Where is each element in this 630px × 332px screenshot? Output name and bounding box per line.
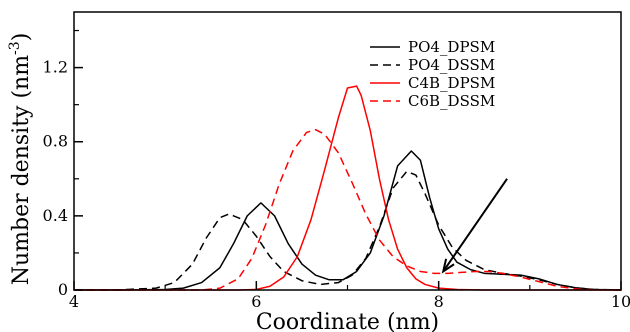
annotation-group — [441, 178, 508, 274]
y-axis-label-main: Number density (nm — [9, 55, 34, 286]
series-line-4 — [74, 128, 622, 291]
y-axis-label-close: ) — [9, 33, 34, 42]
curves-group — [73, 85, 622, 291]
legend-label-2: PO4_DSSM — [408, 56, 495, 74]
legend-label-1: PO4_DPSM — [408, 38, 495, 56]
legend-label-3: C4B_DPSM — [408, 74, 495, 92]
annotation-arrow-head — [441, 258, 455, 274]
x-tick-label: 6 — [251, 292, 261, 311]
x-axis-label: Coordinate (nm) — [256, 310, 439, 332]
y-tick-label: 1.2 — [43, 58, 68, 77]
axis-ticks-group: 4 6 8 10 0 0.4 0.8 1.2 — [43, 29, 630, 311]
legend-label-4: C6B_DSSM — [408, 92, 495, 110]
x-tick-label: 8 — [434, 292, 444, 311]
annotation-arrow-shaft — [442, 178, 508, 273]
x-tick-label: 4 — [69, 292, 79, 311]
y-tick-label: 0 — [58, 280, 68, 299]
y-tick-label: 0.4 — [43, 206, 68, 225]
y-axis-label-exponent: -3 — [7, 41, 23, 55]
plot-frame — [73, 11, 622, 291]
series-line-3 — [74, 85, 621, 291]
series-line-2 — [73, 170, 622, 291]
y-axis-label: Number density (nm-3) — [7, 33, 34, 286]
y-tick-label: 0.8 — [43, 132, 68, 151]
x-tick-label: 10 — [611, 292, 630, 311]
